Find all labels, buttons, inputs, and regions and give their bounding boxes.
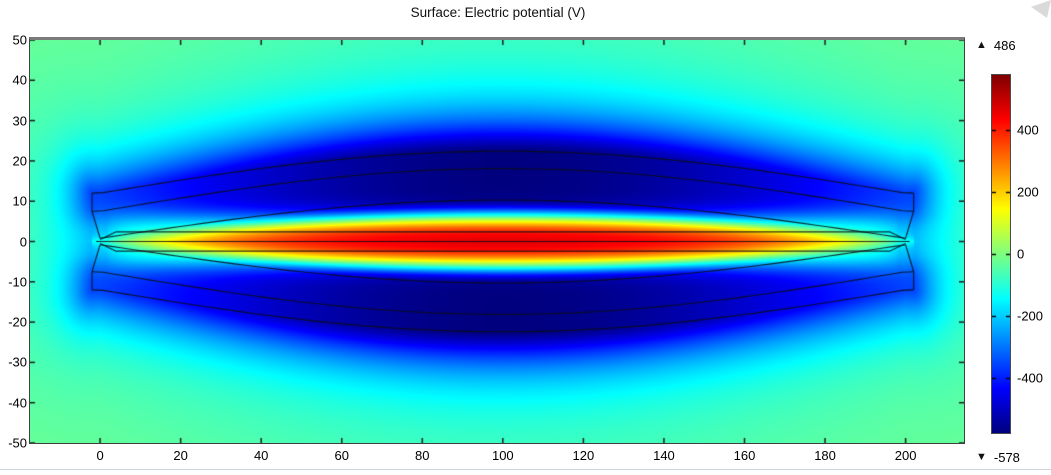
colorbar-tick-label: 200 (1017, 184, 1039, 200)
y-tick-label: 40 (12, 72, 27, 88)
colorbar-gradient-canvas (992, 75, 1010, 433)
y-tick-label: -30 (8, 354, 27, 370)
plot-title: Surface: Electric potential (V) (410, 5, 586, 20)
colorbar-tick-label: 0 (1017, 246, 1025, 262)
max-value-label: 486 (993, 38, 1016, 53)
y-tick-label: 30 (12, 113, 27, 129)
min-value-label: -578 (993, 450, 1020, 465)
x-tick-label: 120 (572, 448, 595, 463)
plot-frame (29, 37, 965, 444)
x-tick-label: 200 (894, 448, 917, 463)
y-tick-label: -20 (8, 314, 27, 330)
corner-artifact (1031, 0, 1051, 18)
y-tick-label: -50 (8, 435, 27, 451)
max-value-marker: ▲ 486 (976, 38, 1016, 53)
y-tick-label: -40 (8, 395, 27, 411)
x-tick-label: 0 (96, 448, 104, 463)
potential-heatmap-canvas[interactable] (30, 40, 964, 443)
x-tick-label: 140 (653, 448, 675, 463)
x-tick-label: 20 (173, 448, 188, 463)
y-tick-label: 0 (19, 234, 27, 249)
colorbar (991, 74, 1011, 434)
colorbar-tick-label: -200 (1017, 308, 1044, 324)
x-tick-label: 80 (415, 448, 430, 463)
y-tick-label: -10 (8, 274, 27, 290)
x-tick-label: 40 (253, 448, 269, 463)
y-tick-label: 20 (12, 153, 27, 169)
max-arrow-icon: ▲ (976, 39, 987, 51)
x-tick-label: 60 (334, 448, 349, 463)
x-tick-label: 180 (814, 448, 836, 463)
colorbar-tick-label: -400 (1017, 370, 1044, 386)
x-tick-label: 100 (491, 448, 514, 463)
min-value-marker: ▼ -578 (976, 450, 1020, 465)
bottom-divider (0, 469, 1051, 470)
min-arrow-icon: ▼ (976, 451, 987, 463)
x-tick-label: 160 (733, 448, 756, 463)
y-tick-label: 50 (12, 32, 27, 48)
colorbar-tick-label: 400 (1017, 122, 1039, 138)
y-tick-label: 10 (12, 193, 27, 209)
